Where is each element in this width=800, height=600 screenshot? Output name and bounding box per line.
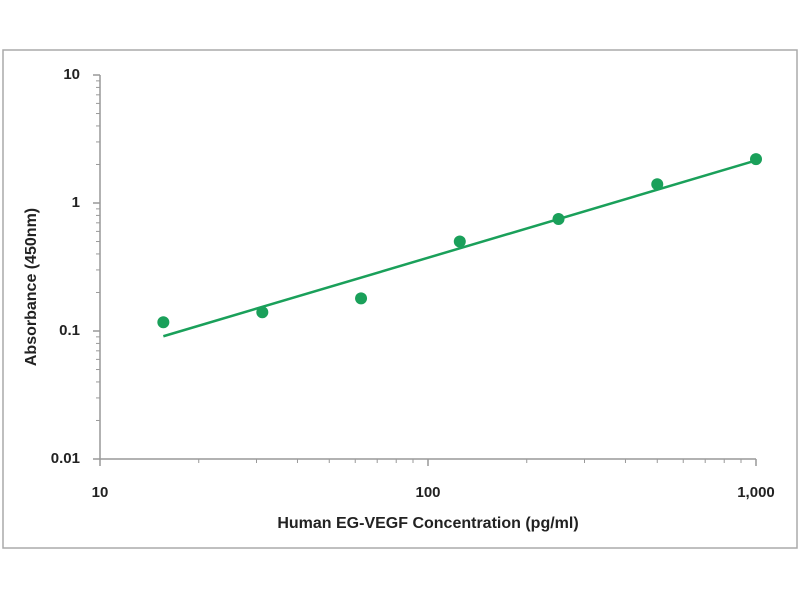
y-tick-label: 1 — [72, 194, 80, 211]
data-point — [355, 292, 368, 305]
y-tick-label: 0.01 — [51, 450, 80, 467]
data-point — [157, 316, 170, 329]
fit-line — [162, 159, 757, 338]
data-point — [750, 153, 762, 166]
y-axis-label: Absorbance (450nm) — [23, 208, 40, 366]
data-point — [256, 306, 269, 319]
x-tick-label: 1,000 — [737, 484, 775, 501]
data-point — [453, 235, 466, 248]
y-tick-label: 0.1 — [59, 322, 80, 339]
x-tick-label: 100 — [415, 484, 440, 501]
data-point — [552, 212, 565, 225]
x-axis-label: Human EG-VEGF Concentration (pg/ml) — [277, 515, 578, 532]
x-tick-label: 10 — [92, 484, 109, 501]
y-tick-label: 10 — [63, 66, 80, 83]
data-point — [651, 178, 664, 191]
frame — [2, 49, 798, 549]
